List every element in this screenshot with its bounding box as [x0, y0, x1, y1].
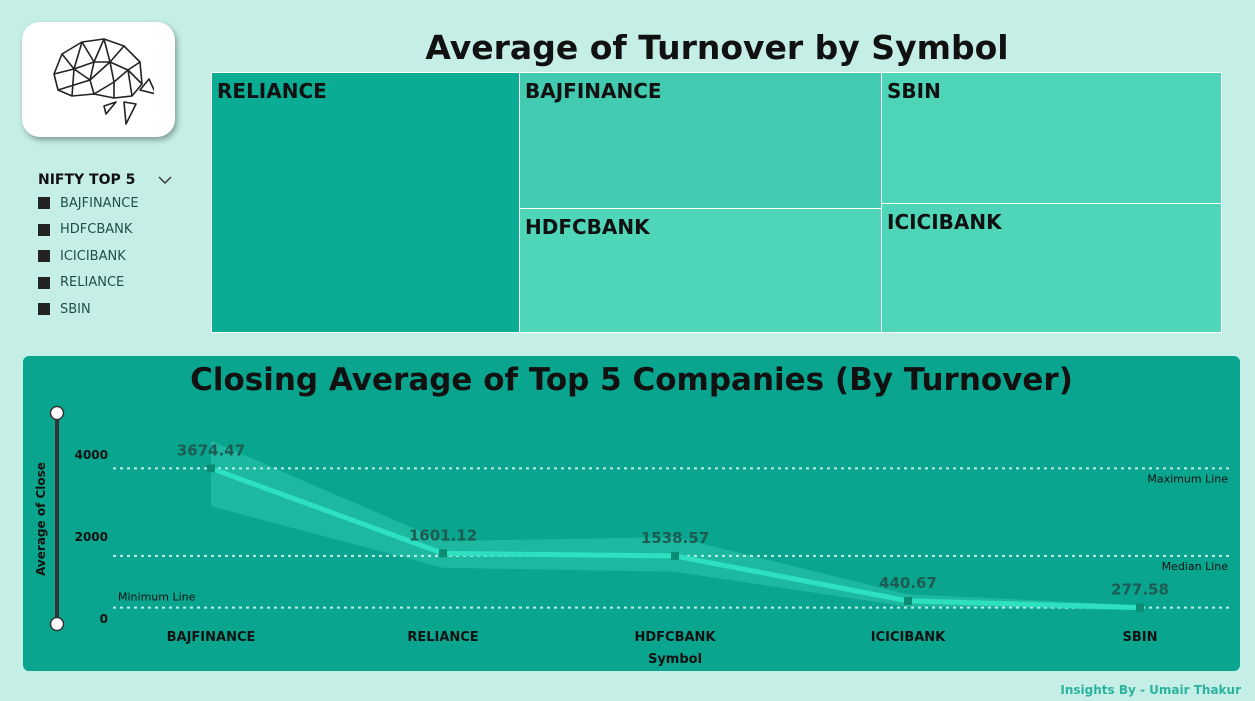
checkbox[interactable] [38, 303, 50, 316]
symbol-slicer[interactable]: NIFTY TOP 5 BAJFINANCE HDFCBANK ICICIBAN… [38, 170, 178, 323]
treemap-tile-hdfcbank[interactable]: HDFCBANK [519, 208, 882, 333]
data-point[interactable] [904, 596, 912, 605]
closing-average-panel: Closing Average of Top 5 Companies (By T… [23, 356, 1240, 671]
slicer-item-icicibank[interactable]: ICICIBANK [38, 243, 178, 270]
slicer-item-bajfinance[interactable]: BAJFINANCE [38, 190, 178, 217]
slicer-item-reliance[interactable]: RELIANCE [38, 270, 178, 297]
tile-label: BAJFINANCE [525, 79, 662, 103]
slicer-item-label: BAJFINANCE [60, 195, 139, 211]
logo-card [22, 22, 175, 137]
tile-label: ICICIBANK [887, 210, 1002, 234]
confidence-band [211, 440, 1140, 610]
reference-line-label: Maximum Line [1147, 472, 1228, 485]
slicer-item-hdfcbank[interactable]: HDFCBANK [38, 217, 178, 244]
data-point[interactable] [439, 549, 447, 558]
data-label: 1538.57 [641, 529, 709, 547]
tile-label: SBIN [887, 79, 941, 103]
treemap-tile-reliance[interactable]: RELIANCE [211, 72, 520, 333]
y-tick-label: 4000 [75, 448, 108, 462]
checkbox[interactable] [38, 223, 50, 236]
slicer-item-label: SBIN [60, 301, 91, 317]
x-tick-label: SBIN [1123, 630, 1158, 645]
footer-credit: Insights By - Umair Thakur [1060, 683, 1241, 697]
brain-icon [53, 38, 154, 125]
slicer-item-sbin[interactable]: SBIN [38, 296, 178, 323]
x-axis-label: Symbol [648, 652, 702, 667]
treemap-tile-sbin[interactable]: SBIN [881, 72, 1222, 204]
closing-average-line-chart: Average of Close Symbol Maximum Line Medi… [34, 405, 1233, 667]
slicer-title: NIFTY TOP 5 [38, 172, 136, 188]
zoom-slider-handle-top[interactable] [49, 405, 65, 421]
x-tick-label: ICICIBANK [871, 630, 946, 645]
slicer-item-label: ICICIBANK [60, 248, 126, 264]
checkbox[interactable] [38, 197, 50, 210]
treemap-title: Average of Turnover by Symbol [425, 28, 1009, 67]
y-tick-label: 0 [100, 612, 108, 626]
tile-label: RELIANCE [217, 79, 327, 103]
data-label: 277.58 [1111, 581, 1169, 599]
data-point[interactable] [671, 551, 679, 560]
data-label: 440.67 [879, 574, 937, 592]
x-tick-label: BAJFINANCE [167, 630, 256, 645]
checkbox[interactable] [38, 250, 50, 263]
x-tick-label: HDFCBANK [634, 630, 716, 645]
data-point[interactable] [1136, 603, 1144, 612]
chevron-down-icon[interactable] [158, 175, 172, 185]
y-axis-label: Average of Close [34, 462, 48, 576]
data-label: 3674.47 [177, 441, 245, 459]
x-tick-label: RELIANCE [407, 630, 478, 645]
reference-line-label: Median Line [1162, 560, 1229, 573]
zoom-slider-handle-bottom[interactable] [49, 616, 65, 632]
line-chart-title: Closing Average of Top 5 Companies (By T… [190, 362, 1073, 398]
treemap-tile-icicibank[interactable]: ICICIBANK [881, 203, 1222, 333]
reference-line-label: Minimum Line [118, 591, 196, 604]
treemap-tile-bajfinance[interactable]: BAJFINANCE [519, 72, 882, 209]
slicer-item-label: HDFCBANK [60, 222, 133, 238]
slicer-item-label: RELIANCE [60, 275, 125, 291]
tile-label: HDFCBANK [525, 215, 650, 239]
data-point[interactable] [207, 464, 215, 473]
data-label: 1601.12 [409, 526, 477, 544]
y-tick-label: 2000 [75, 530, 108, 544]
turnover-treemap: RELIANCE BAJFINANCE SBIN HDFCBANK ICICIB… [211, 72, 1222, 333]
checkbox[interactable] [38, 276, 50, 289]
slicer-header[interactable]: NIFTY TOP 5 [38, 170, 178, 190]
